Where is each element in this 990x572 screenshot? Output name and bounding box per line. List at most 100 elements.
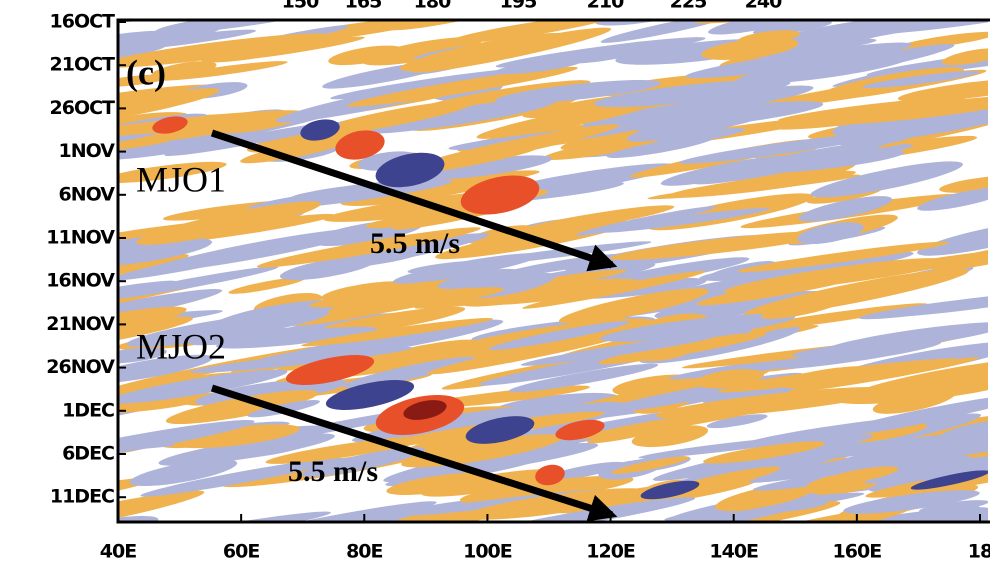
x-tick-label: 100E (463, 541, 512, 563)
shading-band (149, 20, 224, 41)
annotation: MJO1 (136, 159, 226, 199)
shading-band (734, 303, 928, 332)
shading-band (887, 0, 972, 22)
shading-blob (335, 130, 385, 160)
shading-band (853, 358, 988, 397)
shading-band (118, 316, 193, 351)
shading-band (609, 230, 836, 260)
shading-band (214, 501, 437, 522)
shading-blob (285, 354, 375, 386)
shading-band (791, 342, 890, 358)
shading-band (118, 306, 187, 344)
shading-band (343, 356, 476, 388)
shading-band (129, 459, 238, 487)
x-tick-label: 40E (100, 541, 136, 563)
x-tick-label: 140E (709, 541, 758, 563)
arrow (210, 129, 618, 272)
shading-band (631, 425, 709, 448)
x2-tick-label: 210 (587, 0, 624, 13)
shading-band (855, 452, 988, 484)
shading-band (386, 472, 495, 496)
shading-band (494, 59, 582, 75)
shading-band (459, 475, 634, 504)
shading-band (859, 294, 988, 320)
x2-tick-label: 165 (345, 0, 382, 13)
shading-band (282, 233, 490, 277)
shading-band (165, 390, 319, 425)
shading-band (173, 424, 300, 449)
shading-band (654, 290, 830, 320)
y-tick-label: 6DEC (62, 443, 114, 465)
shading-band (215, 326, 378, 349)
shading-band (543, 136, 660, 160)
shading-blob (640, 480, 700, 500)
shading-band (437, 268, 520, 290)
shading-band (623, 101, 824, 131)
y-tick-label: 16NOV (46, 270, 115, 292)
y-tick-label: 11NOV (46, 227, 115, 249)
shading-blob (325, 379, 415, 411)
shading-band (140, 457, 344, 497)
speed-label: 5.5 m/s (370, 227, 460, 260)
shading-band (118, 238, 213, 267)
shading-band (742, 414, 948, 446)
shading-band (824, 20, 988, 37)
shading-band (118, 419, 255, 463)
panel-label: (c) (126, 52, 166, 92)
shading-band (703, 441, 826, 464)
shading-band (598, 332, 767, 365)
shading-band (118, 74, 171, 87)
shading-band (576, 206, 717, 236)
shading-band (558, 288, 709, 324)
y-tick-label: 11DEC (50, 486, 114, 508)
shading-band (301, 447, 425, 477)
shading-band (412, 155, 553, 180)
shading-band (798, 196, 893, 222)
shading-band (195, 378, 347, 407)
shading-band (328, 45, 403, 66)
x-tick-label: 18 (968, 541, 990, 563)
shading-blob (535, 464, 565, 486)
shading-band (460, 279, 570, 307)
shading-band (810, 161, 963, 198)
shading-band (308, 281, 514, 308)
shading-band (761, 299, 840, 319)
shading-band (118, 253, 189, 281)
y-tick-label: 1DEC (62, 399, 114, 421)
shading-band (494, 79, 661, 104)
shading-band (606, 136, 714, 158)
shading-band (447, 20, 616, 44)
shading-band (400, 32, 567, 72)
shading-band (611, 456, 690, 474)
shading-band (685, 42, 913, 79)
shading-band (362, 37, 482, 66)
shading-band (256, 227, 481, 268)
shading-band (301, 317, 493, 347)
shading-band (797, 222, 864, 244)
shading-band (206, 431, 326, 460)
shading-band (873, 429, 988, 465)
shading-band (843, 490, 980, 514)
shading-band (144, 511, 331, 522)
shading-band (311, 100, 476, 136)
shading-band (938, 419, 988, 444)
shading-band (917, 187, 988, 211)
x-tick-label: 160E (833, 541, 882, 563)
shading-band (939, 175, 988, 193)
shading-band (151, 61, 217, 80)
shading-band (118, 347, 167, 364)
shading-band (118, 515, 159, 522)
shading-band (656, 387, 893, 419)
shading-blob (465, 416, 535, 444)
shading-blob (910, 470, 988, 490)
shading-band (118, 477, 156, 501)
shading-band (660, 155, 795, 186)
shading-blob (403, 400, 447, 420)
shading-band (593, 79, 791, 108)
shading-blob (460, 175, 540, 215)
x2-tick-label: 180 (414, 0, 451, 13)
shading-band (189, 346, 413, 373)
shading-band (218, 36, 365, 62)
plot-frame (116, 18, 990, 524)
y-tick-label: 21OCT (50, 54, 116, 76)
